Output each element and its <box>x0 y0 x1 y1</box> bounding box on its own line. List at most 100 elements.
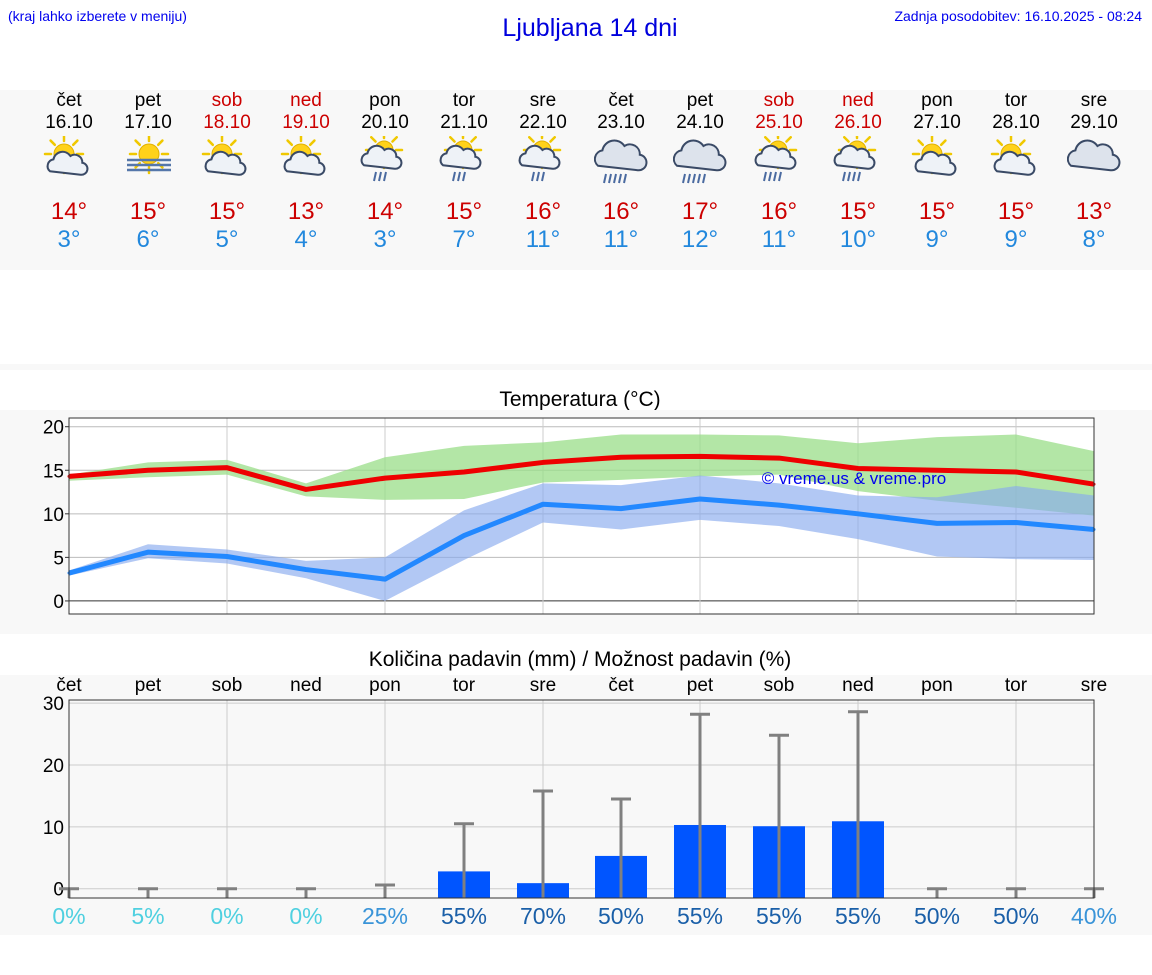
precip-weekday-label: sob <box>211 675 243 696</box>
min-point <box>698 497 702 501</box>
precip-probability-label: 0% <box>289 903 323 929</box>
y-tick-label: 10 <box>43 818 64 839</box>
day-date: 19.10 <box>282 112 330 133</box>
sun-cloud-rain-icon <box>518 136 562 182</box>
day-name: sre <box>529 90 557 111</box>
y-tick-label: 20 <box>43 756 64 777</box>
y-tick-label: 5 <box>53 548 64 569</box>
plot-frame <box>68 699 1095 899</box>
day-column: čet 16.10 14° 3° <box>24 90 114 260</box>
min-point <box>1014 521 1018 525</box>
precip-weekday-label: ned <box>290 675 322 696</box>
day-date: 26.10 <box>834 112 882 133</box>
day-column: tor 21.10 15° 7° <box>419 90 509 260</box>
sun-cloud-heavy-rain-icon <box>833 136 877 182</box>
precip-probability-label: 25% <box>361 903 409 929</box>
precipitation-chart: 0 10 20 30 <box>43 694 1104 901</box>
sun-cloud-rain-icon <box>360 136 404 182</box>
precip-probability-label: 70% <box>519 903 567 929</box>
max-temperature: 15° <box>839 198 877 225</box>
day-date: 21.10 <box>440 112 488 133</box>
max-temperature: 16° <box>602 198 640 225</box>
watermark: © vreme.us & vreme.pro <box>762 469 946 488</box>
min-temperature: 11° <box>761 226 797 253</box>
max-temperature: 15° <box>129 198 167 225</box>
day-column: sre 29.10 13° 8° <box>1049 90 1139 260</box>
day-name: pon <box>921 90 953 111</box>
max-temperature: 13° <box>287 198 325 225</box>
sun-cloud-icon <box>43 136 89 176</box>
sun-cloud-icon <box>280 136 326 176</box>
sun-cloud-icon <box>990 136 1036 176</box>
sun-cloud-icon <box>43 136 89 176</box>
day-name: sob <box>211 90 243 111</box>
max-point <box>935 468 939 472</box>
min-temperature: 7° <box>452 226 476 253</box>
day-date: 25.10 <box>755 112 803 133</box>
max-point <box>383 476 387 480</box>
precip-probability-label: 50% <box>597 903 645 929</box>
cloud-icon <box>1067 139 1121 172</box>
precip-weekday-label: pon <box>369 675 401 696</box>
precip-probability-label: 55% <box>676 903 724 929</box>
precip-probability-label: 50% <box>992 903 1040 929</box>
day-date: 28.10 <box>992 112 1040 133</box>
max-point <box>541 460 545 464</box>
precip-probability-label: 55% <box>834 903 882 929</box>
min-point <box>856 512 860 516</box>
precip-weekday-label: sob <box>763 675 795 696</box>
cloud-icon <box>1067 139 1121 172</box>
precip-probability-label: 40% <box>1070 903 1118 929</box>
max-point <box>304 487 308 491</box>
precip-probability-label: 55% <box>755 903 803 929</box>
sun-cloud-icon <box>990 136 1036 176</box>
day-column: pon 27.10 15° 9° <box>892 90 982 260</box>
sun-cloud-icon <box>911 136 957 176</box>
day-name: pon <box>369 90 401 111</box>
day-date: 27.10 <box>913 112 961 133</box>
y-tick-label: 10 <box>43 505 64 526</box>
min-temperature: 5° <box>215 226 239 253</box>
min-temperature: 8° <box>1082 226 1106 253</box>
day-column: tor 28.10 15° 9° <box>971 90 1061 260</box>
day-name: sre <box>1080 90 1108 111</box>
last-update: Zadnja posodobitev: 16.10.2025 - 08:24 <box>894 8 1142 24</box>
day-date: 22.10 <box>519 112 567 133</box>
temperature-chart: 0 5 10 15 20 © vreme.us & vreme.pro <box>43 417 1096 615</box>
day-column: sre 22.10 16° 11° <box>498 90 588 260</box>
sun-cloud-icon <box>911 136 957 176</box>
y-tick-label: 20 <box>43 418 64 439</box>
cloud-heavy-rain-icon <box>594 139 648 184</box>
precip-weekday-label: čet <box>56 675 82 696</box>
day-date: 23.10 <box>597 112 645 133</box>
precip-probability-label: 50% <box>913 903 961 929</box>
cloud-heavy-rain-icon <box>594 139 648 184</box>
y-tick-label: 30 <box>43 694 64 715</box>
day-name: tor <box>452 90 476 111</box>
day-date: 18.10 <box>203 112 251 133</box>
precipitation-chart-title: Količina padavin (mm) / Možnost padavin … <box>368 648 792 671</box>
min-point <box>462 534 466 538</box>
min-temperature: 9° <box>1004 226 1028 253</box>
max-temperature: 17° <box>681 198 719 225</box>
precip-probability-label: 0% <box>52 903 86 929</box>
min-temperature: 3° <box>373 226 397 253</box>
max-temperature: 15° <box>918 198 956 225</box>
sun-cloud-rain-icon <box>360 136 404 182</box>
y-tick-label: 0 <box>53 592 64 613</box>
precip-probability-label: 55% <box>440 903 488 929</box>
precip-weekday-label: sre <box>529 675 557 696</box>
sun-cloud-icon <box>201 136 247 176</box>
min-temperature: 3° <box>57 226 81 253</box>
max-point <box>1014 470 1018 474</box>
min-point <box>304 568 308 572</box>
max-temperature: 15° <box>997 198 1035 225</box>
min-temperature: 12° <box>681 226 719 253</box>
max-temperature: 14° <box>366 198 404 225</box>
day-column: sob 18.10 15° 5° <box>182 90 272 260</box>
min-temperature: 11° <box>603 226 639 253</box>
day-column: pon 20.10 14° 3° <box>340 90 430 260</box>
sun-cloud-heavy-rain-icon <box>833 136 877 182</box>
spacer-band <box>0 364 1152 370</box>
sun-fog-icon <box>127 136 171 175</box>
